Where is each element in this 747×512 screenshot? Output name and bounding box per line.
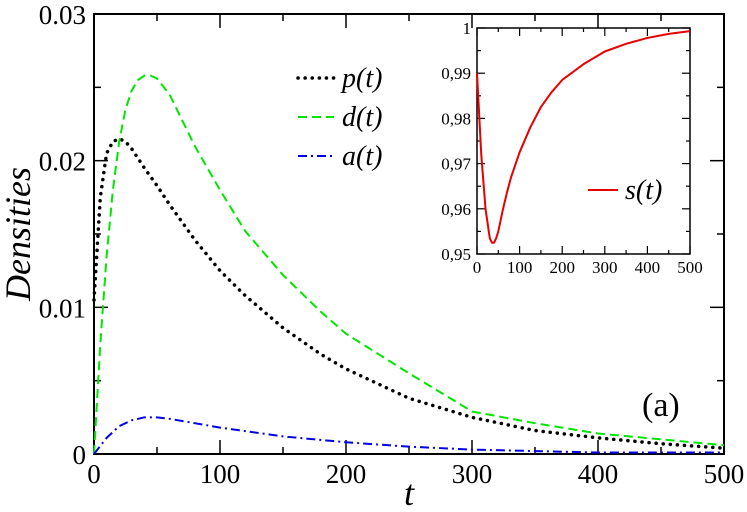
y-tick-label: 0,98 — [441, 109, 471, 128]
main-series-group — [92, 74, 726, 455]
inset-plot: 0 100 200 300 400 500 0,95 0,96 0,97 0,98 0,99 1 s(… — [441, 19, 703, 277]
x-tick-label: 0 — [87, 459, 101, 489]
x-tick-label: 200 — [326, 459, 367, 489]
y-tick-label: 0.02 — [39, 147, 86, 177]
y-tick-label: 0.01 — [39, 293, 86, 323]
y-tick-label: 0,95 — [441, 245, 471, 264]
x-tick-label: 0 — [473, 258, 482, 277]
inset-axis-ticks: 0 100 200 300 400 500 0,95 0,96 0,97 0,98 0,99 1 — [441, 19, 703, 277]
series-at-line — [93, 416, 724, 455]
legend-label-s: s(t) — [625, 175, 662, 206]
main-axis-ticks: 0 100 200 300 400 500 0 0.01 0.02 0.03 — [39, 0, 745, 489]
legend-label-a: a(t) — [342, 141, 382, 172]
y-tick-label: 0,96 — [441, 200, 471, 219]
x-tick-label: 400 — [578, 459, 619, 489]
series-st-line — [476, 30, 691, 244]
legend-label-p: p(t) — [340, 63, 382, 94]
y-tick-label: 1 — [463, 19, 472, 38]
inset-background — [477, 28, 690, 254]
inset-legend: s(t) — [588, 175, 662, 206]
x-tick-label: 500 — [677, 258, 703, 277]
y-tick-label: 0 — [73, 440, 87, 470]
inset-series-group — [476, 30, 691, 244]
series-pt-line — [92, 136, 726, 450]
y-tick-label: 0.03 — [39, 0, 86, 30]
x-tick-label: 300 — [592, 258, 618, 277]
x-tick-label: 100 — [200, 459, 241, 489]
y-tick-label: 0,99 — [441, 64, 471, 83]
x-tick-label: 500 — [704, 459, 745, 489]
x-axis-title: t — [404, 473, 415, 512]
series-dt-line — [93, 74, 725, 455]
y-axis-title: Densities — [0, 167, 38, 302]
y-tick-label: 0,97 — [441, 155, 471, 174]
x-tick-label: 100 — [507, 258, 533, 277]
x-tick-label: 300 — [452, 459, 493, 489]
legend-label-d: d(t) — [342, 102, 382, 133]
x-tick-label: 400 — [635, 258, 661, 277]
main-legend: p(t) d(t) a(t) — [296, 63, 382, 172]
panel-label: (a) — [642, 387, 680, 424]
x-tick-label: 200 — [549, 258, 575, 277]
